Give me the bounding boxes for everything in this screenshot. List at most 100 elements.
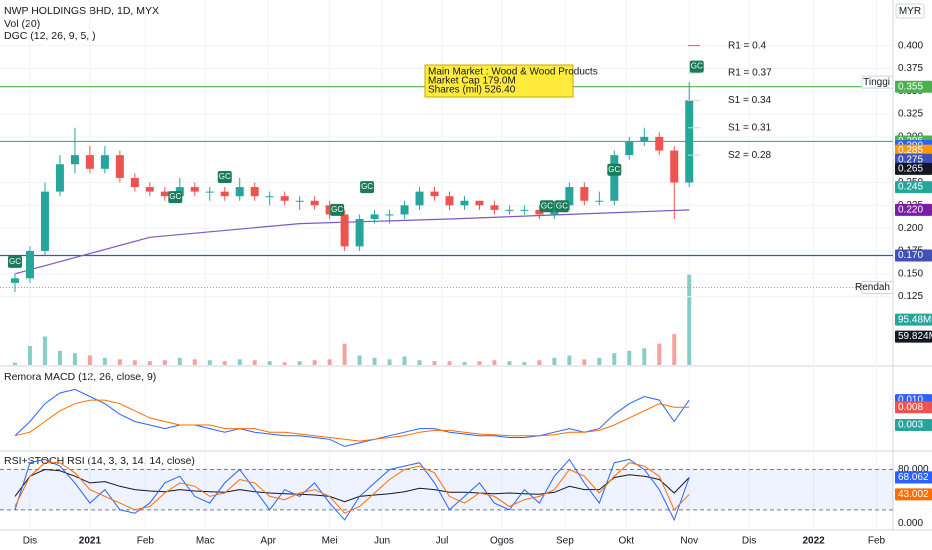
volume-bar (357, 355, 362, 365)
indicator-line (14, 399, 690, 442)
x-tick-label: Okt (619, 536, 635, 547)
info-box: Main Market : Wood & Wood Products Marke… (424, 64, 598, 98)
signal-tag (168, 191, 183, 204)
signal-tag (539, 200, 554, 213)
volume-bar (132, 360, 137, 365)
candle-body (460, 200, 469, 206)
signal-label: GC (541, 201, 553, 210)
volume-bar (447, 361, 452, 365)
price-badge (895, 144, 932, 157)
y-tick-label: 80.000 (898, 464, 929, 475)
candle-body (145, 187, 154, 192)
volume-bar (372, 357, 377, 365)
price-badge-label: 0.008 (898, 402, 923, 413)
price-badge-label: 59.824M (898, 331, 932, 342)
indicator-line (14, 388, 690, 447)
price-badge-label: 0.003 (898, 420, 923, 431)
candle-body (670, 150, 679, 183)
indicator-line (14, 462, 690, 514)
price-badge (895, 181, 932, 194)
pivot-label: S2 = 0.28 (728, 150, 772, 161)
candle-body (445, 196, 454, 206)
x-tick-label: Ogos (490, 536, 514, 547)
signal-label: GC (331, 205, 343, 214)
candle-body (685, 100, 694, 183)
rsi-title: RSI+STOCH RSI (14, 3, 3, 14, 14, close) (4, 455, 195, 467)
candle-body (370, 214, 379, 219)
volume-bar (327, 359, 332, 365)
signal-label: GC (361, 182, 373, 191)
volume-bar (507, 361, 512, 365)
x-tick-label: Feb (137, 536, 155, 547)
signal-label: GC (169, 192, 181, 201)
candle-body (115, 155, 124, 178)
candle-body (265, 196, 274, 198)
candle-body (640, 136, 649, 142)
candle-body (205, 191, 214, 193)
price-badge (895, 330, 932, 343)
candle-body (580, 187, 589, 201)
volume-bar (627, 350, 632, 365)
volume-bar (552, 357, 557, 365)
volume-bar (477, 361, 482, 365)
info-box-bg (424, 64, 574, 98)
volume-bar (597, 357, 602, 365)
signal-label: GC (691, 62, 703, 71)
info-line: Main Market : Wood & Wood Products (428, 67, 598, 78)
volume-bar (192, 359, 197, 365)
y-tick-label: 0.150 (898, 268, 923, 279)
volume-bar (177, 357, 182, 365)
volume-bar (537, 360, 542, 365)
signal-tag (330, 203, 345, 216)
candle-body (10, 278, 19, 283)
candle-body (400, 205, 409, 215)
volume-bar (12, 362, 17, 365)
pivot-label: S1 = 0.34 (728, 95, 772, 106)
price-badge-label: 68.062 (898, 472, 929, 483)
candle-body (40, 191, 49, 251)
high-low-label: Rendah (855, 282, 890, 293)
x-tick-label: Sep (556, 536, 574, 547)
signal-tag (360, 181, 375, 194)
volume-bar (582, 359, 587, 365)
price-badge (895, 401, 932, 414)
volume-bar (642, 348, 647, 365)
price-badge (895, 203, 932, 216)
x-tick-label: Feb (868, 536, 886, 547)
signal-tag (607, 163, 622, 176)
volume-bar (672, 334, 677, 365)
volume-bar (522, 362, 527, 365)
x-tick-label: Mac (196, 536, 215, 547)
y-tick-label: 0.000 (898, 518, 923, 529)
candle-body (610, 155, 619, 201)
volume-bar (102, 357, 107, 365)
candle-body (505, 209, 514, 211)
candle-body (520, 209, 529, 211)
x-tick-label: Apr (260, 536, 276, 547)
candle-body (430, 191, 439, 197)
price-badge-label: 0.285 (898, 145, 923, 156)
volume-bar (342, 343, 347, 365)
volume-title: Vol (20) (4, 18, 40, 30)
candle-body (220, 191, 229, 197)
price-badge (895, 80, 932, 93)
candle-body (325, 205, 334, 215)
x-tick-label: Jun (374, 536, 390, 547)
signal-tag (217, 171, 232, 184)
signal-tag (7, 255, 22, 268)
candle-body (250, 187, 259, 197)
signal-label: GC (219, 172, 231, 181)
volume-bar (237, 359, 242, 365)
price-badge-label: 95.48M (898, 314, 931, 325)
volume-bar (57, 350, 62, 365)
volume-bar (417, 360, 422, 365)
candle-body (655, 136, 664, 151)
y-tick-label: 0.400 (898, 40, 923, 51)
price-badge (895, 249, 932, 262)
volume-bar (402, 356, 407, 365)
candle-body (475, 200, 484, 206)
candle-body (490, 205, 499, 210)
volume-bar (267, 361, 272, 365)
candle-body (25, 250, 34, 279)
y-tick-label: 0.200 (898, 223, 923, 234)
